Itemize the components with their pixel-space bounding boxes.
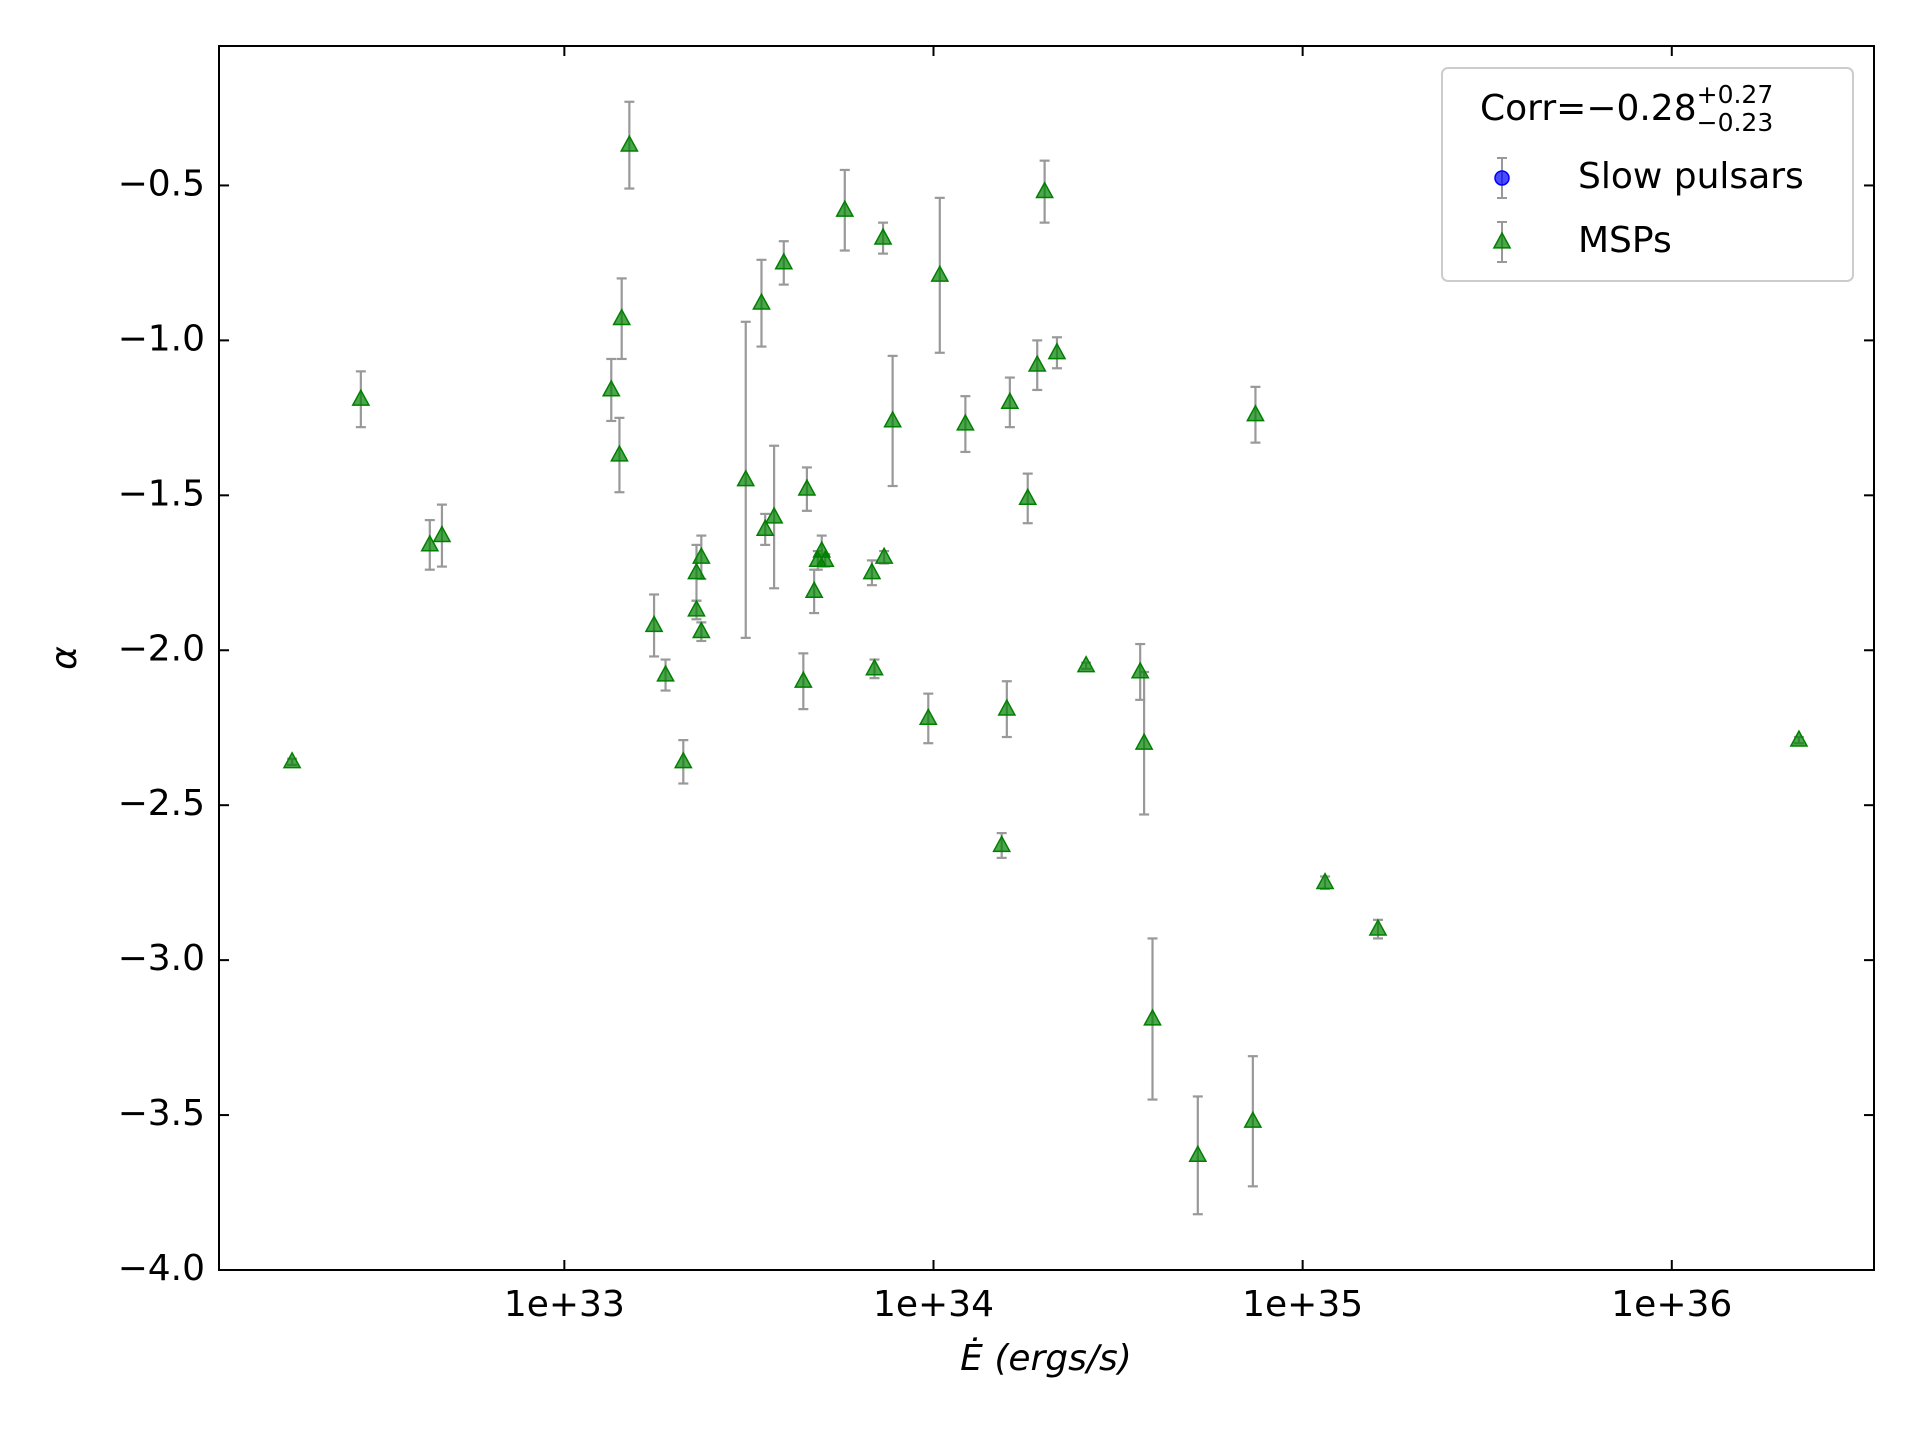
y-tick-label: −3.0 bbox=[118, 938, 205, 979]
marker bbox=[1246, 404, 1265, 422]
marker bbox=[1243, 1110, 1263, 1128]
marker bbox=[992, 834, 1012, 853]
marker bbox=[1000, 391, 1020, 409]
legend-label: Slow pulsars bbox=[1578, 156, 1804, 197]
marker bbox=[752, 292, 771, 310]
marker bbox=[956, 413, 975, 431]
marker bbox=[1027, 354, 1047, 372]
legend-title: Corr=−0.28+0.27 −0.23 bbox=[1480, 80, 1773, 137]
marker bbox=[874, 546, 894, 564]
plot-marks bbox=[282, 100, 1809, 1216]
marker bbox=[644, 614, 664, 633]
y-tick-label: −0.5 bbox=[118, 163, 205, 204]
marker bbox=[930, 264, 950, 282]
x-tick-label: 1e+35 bbox=[1242, 1284, 1363, 1325]
marker bbox=[687, 599, 706, 617]
y-tick-label: −2.0 bbox=[118, 628, 205, 669]
marker bbox=[997, 698, 1017, 716]
marker bbox=[691, 621, 711, 639]
x-tick-label: 1e+36 bbox=[1611, 1284, 1732, 1325]
legend-box bbox=[1441, 67, 1854, 282]
legend-title-main: Corr=−0.28 bbox=[1480, 88, 1697, 129]
y-tick-label: −4.0 bbox=[118, 1248, 205, 1289]
plot-frame bbox=[218, 45, 1875, 1271]
marker bbox=[1315, 872, 1335, 890]
marker bbox=[1368, 918, 1388, 936]
marker bbox=[1789, 729, 1809, 747]
marker bbox=[1134, 732, 1154, 750]
x-tick-label: 1e+34 bbox=[873, 1284, 994, 1325]
y-axis-label: α bbox=[44, 646, 85, 670]
legend-title-sup: +0.27 bbox=[1697, 80, 1774, 109]
marker bbox=[1143, 1008, 1162, 1026]
marker bbox=[804, 580, 824, 598]
marker bbox=[1076, 655, 1096, 673]
marker bbox=[865, 658, 884, 676]
marker bbox=[1130, 661, 1150, 679]
marker bbox=[656, 664, 675, 682]
marker bbox=[755, 518, 775, 537]
marker bbox=[420, 534, 440, 552]
marker bbox=[774, 252, 794, 270]
marker bbox=[883, 410, 902, 428]
legend-label: MSPs bbox=[1578, 220, 1672, 261]
marker bbox=[610, 444, 629, 462]
marker bbox=[432, 525, 452, 543]
marker bbox=[736, 469, 756, 487]
marker bbox=[601, 379, 621, 397]
x-axis-label: Ė (ergs/s) bbox=[960, 1337, 1132, 1379]
y-tick-label: −2.5 bbox=[118, 783, 205, 824]
marker bbox=[612, 308, 632, 326]
marker bbox=[873, 227, 893, 245]
y-tick-label: −1.5 bbox=[118, 473, 205, 514]
y-tick-label: −1.0 bbox=[118, 318, 205, 359]
marker bbox=[687, 562, 706, 580]
marker bbox=[835, 199, 855, 217]
marker bbox=[1188, 1144, 1208, 1162]
marker bbox=[351, 388, 371, 406]
marker bbox=[764, 506, 784, 524]
marker bbox=[673, 751, 693, 769]
y-tick-label: −3.5 bbox=[118, 1093, 205, 1134]
legend-marker bbox=[1492, 231, 1512, 249]
legend-marker bbox=[1494, 170, 1510, 186]
marker bbox=[1018, 487, 1038, 506]
marker bbox=[1047, 342, 1067, 360]
marker bbox=[619, 134, 639, 152]
marker bbox=[918, 707, 938, 726]
marker bbox=[815, 549, 835, 567]
x-tick-label: 1e+33 bbox=[504, 1284, 625, 1325]
marker bbox=[793, 670, 813, 688]
marker bbox=[282, 751, 302, 769]
marker bbox=[1035, 181, 1054, 199]
legend: Corr=−0.28+0.27 −0.23 Slow pulsars MSPs bbox=[1441, 67, 1854, 282]
legend-title-sub: −0.23 bbox=[1697, 108, 1774, 137]
marker bbox=[797, 478, 817, 496]
marker bbox=[862, 562, 882, 580]
marker bbox=[691, 546, 711, 564]
